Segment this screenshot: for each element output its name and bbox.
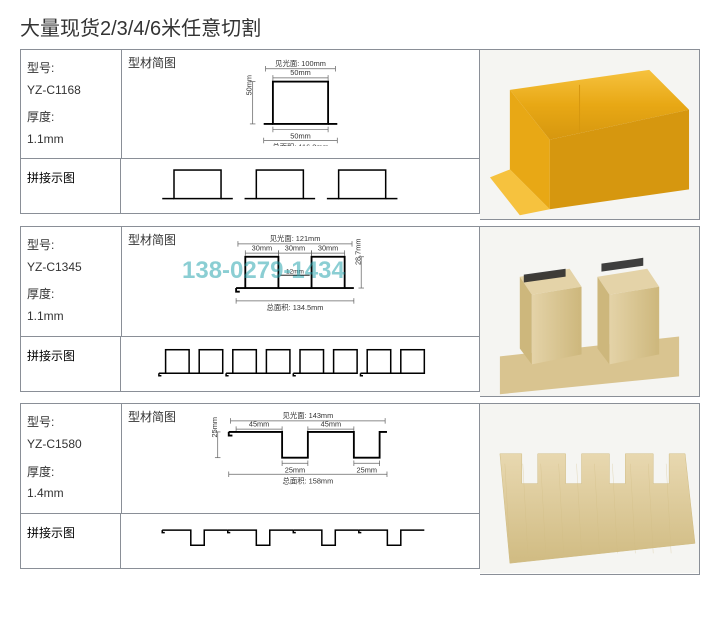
page-title: 大量现货2/3/4/6米任意切割 <box>0 0 720 49</box>
svg-text:总面积: 158mm: 总面积: 158mm <box>283 477 334 486</box>
product-photo <box>480 403 700 574</box>
thickness-value: 1.1mm <box>27 129 115 151</box>
svg-text:30mm: 30mm <box>318 244 338 253</box>
model-label: 型号: <box>27 238 54 252</box>
svg-text:45mm: 45mm <box>321 420 341 429</box>
model-value: YZ-C1168 <box>27 80 115 102</box>
svg-text:25mm: 25mm <box>210 417 219 437</box>
svg-text:12mm: 12mm <box>286 269 304 276</box>
product-photo <box>480 49 700 220</box>
join-diagram-cell <box>121 514 479 568</box>
profile-diagram-label: 型材简图 <box>128 54 176 71</box>
svg-text:30mm: 30mm <box>252 244 272 253</box>
svg-text:总面积: 116.8mm: 总面积: 116.8mm <box>272 143 328 146</box>
svg-text:45mm: 45mm <box>249 420 269 429</box>
svg-text:25mm: 25mm <box>285 466 305 475</box>
profile-diagram-cell: 型材简图 见光面: 121mm30mm 30mm 30mm 12mm 28.7mm 总面积… <box>121 227 479 335</box>
product-photo <box>480 226 700 397</box>
svg-text:见光面: 100mm: 见光面: 100mm <box>275 59 326 68</box>
thickness-label: 厚度: <box>27 287 54 301</box>
join-diagram-label: 拼接示图 <box>21 337 121 391</box>
product-row: 型号: YZ-C1580 厚度: 1.4mm 型材简图 见光面: 143mm45… <box>20 403 700 574</box>
info-cell: 型号: YZ-C1580 厚度: 1.4mm <box>21 404 121 512</box>
join-diagram-cell <box>121 337 479 391</box>
svg-text:50mm: 50mm <box>290 68 310 77</box>
profile-diagram-label: 型材简图 <box>128 231 176 248</box>
model-label: 型号: <box>27 415 54 429</box>
svg-text:28.7mm: 28.7mm <box>353 239 362 266</box>
thickness-label: 厚度: <box>27 465 54 479</box>
profile-diagram-label: 型材简图 <box>128 408 176 425</box>
join-diagram-cell <box>121 159 479 213</box>
profile-diagram-cell: 型材简图 见光面: 100mm50mm50mm50mm总面积: 116.8mm <box>121 50 479 158</box>
svg-text:50mm: 50mm <box>245 75 254 95</box>
thickness-label: 厚度: <box>27 110 54 124</box>
join-diagram-label: 拼接示图 <box>21 159 121 213</box>
svg-text:总面积: 134.5mm: 总面积: 134.5mm <box>267 303 324 312</box>
svg-text:见光面: 121mm: 见光面: 121mm <box>270 234 321 243</box>
svg-text:30mm: 30mm <box>285 244 305 253</box>
info-cell: 型号: YZ-C1168 厚度: 1.1mm <box>21 50 121 158</box>
product-row: 型号: YZ-C1345 厚度: 1.1mm 型材简图 见光面: 121mm30… <box>20 226 700 397</box>
profile-diagram-cell: 型材简图 见光面: 143mm45mm45mm25mm25mm25mm总面积: … <box>121 404 479 512</box>
model-label: 型号: <box>27 61 54 75</box>
thickness-value: 1.1mm <box>27 306 115 328</box>
join-diagram-label: 拼接示图 <box>21 514 121 568</box>
info-cell: 型号: YZ-C1345 厚度: 1.1mm <box>21 227 121 335</box>
model-value: YZ-C1580 <box>27 434 115 456</box>
product-row: 型号: YZ-C1168 厚度: 1.1mm 型材简图 见光面: 100mm50… <box>20 49 700 220</box>
svg-text:25mm: 25mm <box>357 466 377 475</box>
svg-text:50mm: 50mm <box>290 132 310 141</box>
model-value: YZ-C1345 <box>27 257 115 279</box>
thickness-value: 1.4mm <box>27 483 115 505</box>
